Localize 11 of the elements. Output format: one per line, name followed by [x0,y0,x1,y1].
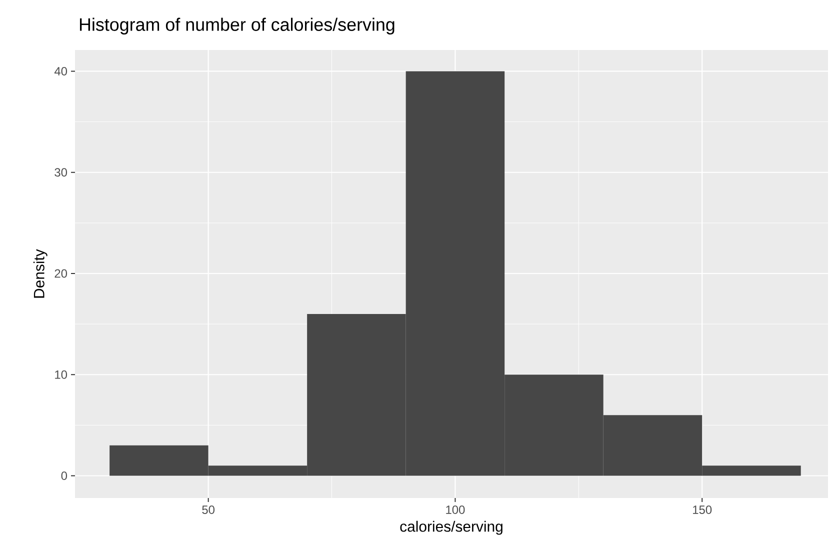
y-tick-label: 40 [54,67,68,76]
y-axis-title: Density [33,249,48,298]
y-tick-label: 10 [55,370,68,379]
y-tick-label: 30 [54,168,68,177]
y-tick-label: 0 [61,472,68,480]
x-tick-label: 100 [446,506,465,514]
x-tick-label: 50 [202,506,215,514]
chart-title: Histogram of number of calories/serving [80,18,394,34]
x-tick-label: 150 [693,506,712,514]
x-axis-title: calories/serving [400,520,502,535]
y-tick-label: 20 [54,269,68,278]
